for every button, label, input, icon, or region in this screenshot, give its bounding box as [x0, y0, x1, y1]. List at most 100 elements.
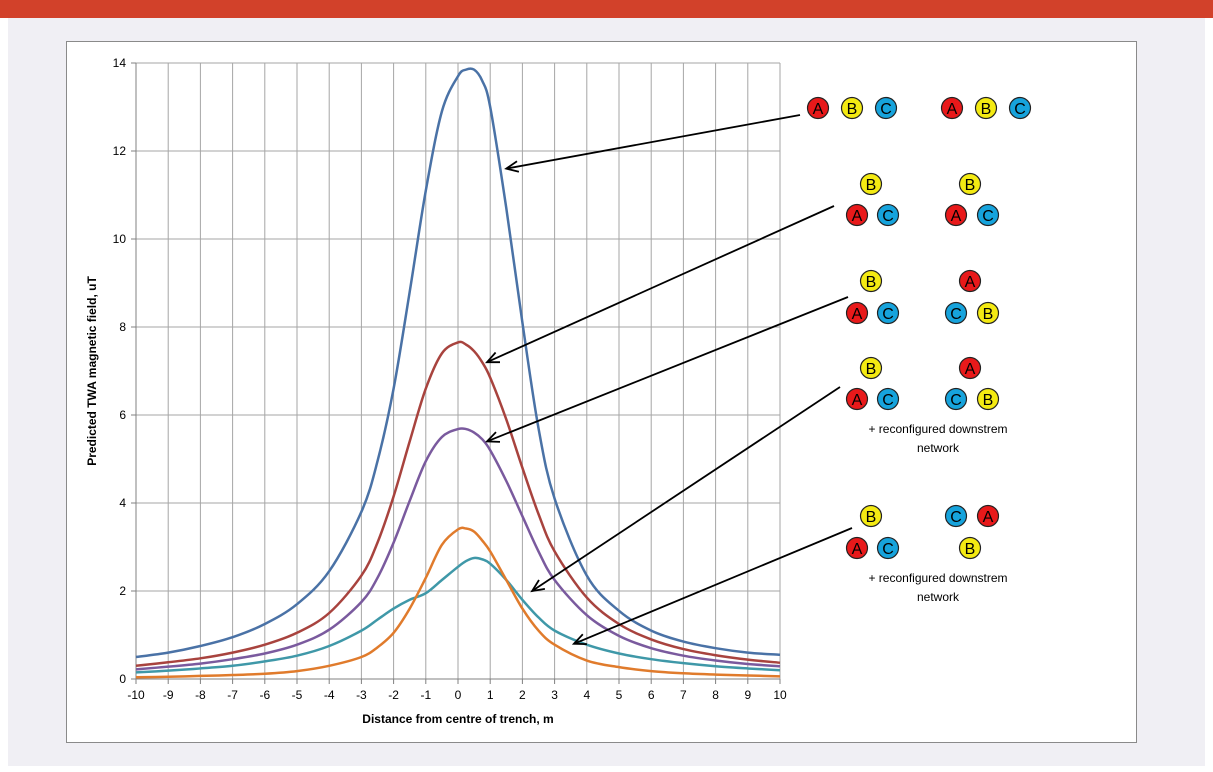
x-tick-label: 6: [648, 688, 655, 702]
top-accent-bar: [0, 0, 1213, 18]
config-note: network: [917, 590, 960, 604]
phase-B-circle: [976, 301, 1000, 325]
pointer-arrow: [531, 386, 841, 592]
phase-A-circle: [845, 536, 869, 560]
phase-label: A: [951, 208, 962, 225]
x-tick-label: -2: [388, 688, 399, 702]
x-tick-label: -7: [227, 688, 238, 702]
phase-C-circle: [876, 387, 900, 411]
y-tick-label: 12: [113, 144, 127, 158]
series-line-3: [135, 427, 781, 671]
phase-B-circle: [859, 504, 883, 528]
y-axis-title: Predicted TWA magnetic field, uT: [85, 276, 99, 466]
phase-C-circle: [976, 203, 1000, 227]
x-tick-label: 0: [455, 688, 462, 702]
grid: [135, 62, 781, 680]
pointer-arrow: [486, 205, 835, 364]
phase-A-conductor: A: [958, 356, 982, 380]
config-note: + reconfigured downstrem: [868, 571, 1007, 585]
pointer-arrow: [506, 114, 801, 170]
phase-label: B: [866, 509, 877, 526]
phase-config-2: BA CBA C: [484, 172, 1000, 364]
phase-label: B: [866, 274, 877, 291]
config-note: network: [917, 441, 960, 455]
phase-label: B: [965, 177, 976, 194]
phase-label: B: [847, 101, 858, 118]
x-tick-label: 7: [680, 688, 687, 702]
phase-configurations: A B C A B CBA CBA CBA CAC BBA CAC B+ reconfigured d…: [484, 96, 1032, 645]
x-tick-label: 9: [744, 688, 751, 702]
phase-C-conductor: C: [1008, 96, 1032, 120]
phase-label: B: [866, 177, 877, 194]
phase-B-conductor: B: [976, 301, 1000, 325]
y-tick-label: 0: [119, 672, 126, 686]
phase-label: A: [852, 306, 863, 323]
phase-C-conductor: C: [944, 504, 968, 528]
phase-B-conductor: B: [958, 536, 982, 560]
phase-B-conductor: B: [976, 387, 1000, 411]
phase-A-circle: [958, 356, 982, 380]
x-tick-label: 2: [519, 688, 526, 702]
pointer-arrow: [573, 527, 853, 645]
phase-label: C: [982, 208, 994, 225]
series-line-1: [135, 67, 781, 659]
x-tick-label: 10: [773, 688, 787, 702]
y-tick-label: 14: [113, 56, 127, 70]
x-axis-title: Distance from centre of trench, m: [362, 712, 553, 726]
phase-B-conductor: B: [859, 356, 883, 380]
phase-A-conductor: A: [845, 301, 869, 325]
series-line-4: [135, 556, 781, 674]
phase-label: A: [983, 509, 994, 526]
phase-label: C: [882, 208, 894, 225]
phase-B-circle: [958, 536, 982, 560]
phase-A-circle: [976, 504, 1000, 528]
phase-C-conductor: C: [876, 387, 900, 411]
phase-A-circle: [845, 203, 869, 227]
arrow-head: [530, 579, 546, 593]
phase-A-circle: [944, 203, 968, 227]
x-tick-label: -8: [195, 688, 206, 702]
y-tick-label: 8: [119, 320, 126, 334]
phase-label: C: [882, 541, 894, 558]
phase-label: A: [852, 541, 863, 558]
phase-label: B: [983, 306, 994, 323]
phase-B-circle: [958, 172, 982, 196]
phase-label: B: [981, 101, 992, 118]
phase-label: C: [882, 306, 894, 323]
x-tick-label: 3: [551, 688, 558, 702]
x-tick-label: -6: [259, 688, 270, 702]
phase-B-circle: [859, 356, 883, 380]
phase-B-conductor: B: [859, 504, 883, 528]
phase-C-conductor: C: [876, 203, 900, 227]
phase-label: C: [880, 101, 892, 118]
phase-C-circle: [876, 203, 900, 227]
pointer-arrow: [486, 296, 849, 443]
x-tick-label: -1: [420, 688, 431, 702]
y-tick-label: 2: [119, 584, 126, 598]
phase-C-circle: [874, 96, 898, 120]
phase-C-circle: [876, 301, 900, 325]
phase-B-circle: [976, 387, 1000, 411]
series-line-5: [135, 526, 781, 679]
phase-C-conductor: C: [876, 536, 900, 560]
x-tick-label: 8: [712, 688, 719, 702]
phase-label: A: [852, 208, 863, 225]
phase-B-circle: [840, 96, 864, 120]
phase-A-conductor: A: [940, 96, 964, 120]
x-tick-label: -5: [292, 688, 303, 702]
phase-B-conductor: B: [859, 269, 883, 293]
phase-C-circle: [1008, 96, 1032, 120]
arrow-head: [484, 351, 500, 364]
phase-A-circle: [958, 269, 982, 293]
series-lines: [135, 67, 781, 679]
axes: -10 -9 -8 -7 -6 -5 -4 -3 -2 -1 0 1 2 3 4 5 6 7 8 9 100246810…: [113, 56, 787, 702]
x-tick-label: -9: [163, 688, 174, 702]
phase-B-conductor: B: [958, 172, 982, 196]
phase-C-conductor: C: [976, 203, 1000, 227]
phase-label: B: [983, 392, 994, 409]
phase-C-conductor: C: [874, 96, 898, 120]
x-tick-label: 5: [616, 688, 623, 702]
phase-A-conductor: A: [976, 504, 1000, 528]
